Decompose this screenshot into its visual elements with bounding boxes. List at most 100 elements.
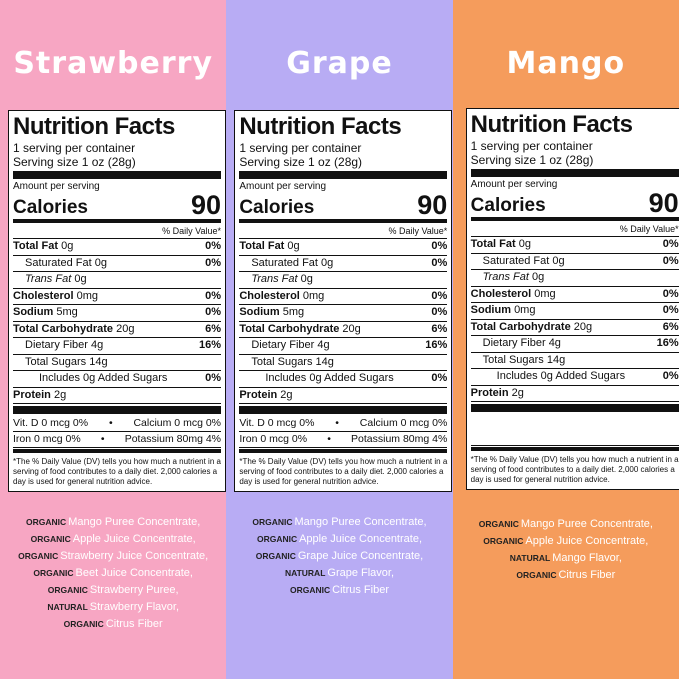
ingredient: ORGANIC Strawberry Juice Concentrate, — [0, 548, 226, 565]
dv-header: % Daily Value* — [470, 222, 679, 237]
vitamin: Iron 0 mcg 0% — [13, 433, 81, 445]
label-title: Nutrition Facts — [13, 113, 175, 140]
rule — [13, 219, 221, 223]
ingredient: NATURAL Mango Flavor, — [453, 550, 679, 567]
nutrient-row: Total Sugars 14g — [239, 355, 448, 371]
flavor-title: Mango — [506, 46, 626, 81]
nutrient: Total Fat 0g — [13, 239, 73, 255]
nutrient-amount: 0mg — [514, 304, 536, 316]
nutrient: Total Sugars 14g — [471, 353, 566, 369]
nutrient-amount: 20g — [116, 322, 135, 335]
nutrient-amount: 2g — [511, 386, 524, 399]
rule — [13, 406, 221, 414]
separator: • — [108, 417, 113, 429]
rule — [470, 447, 679, 451]
nutrient-name: Saturated Fat — [25, 256, 92, 269]
nutrient: Protein 2g — [471, 386, 524, 402]
rule — [239, 406, 448, 414]
nutrient-row: Total Carbohydrate 20g 6% — [470, 320, 679, 336]
nutrient-name: Protein — [470, 386, 509, 399]
flavor-title: Grape — [286, 46, 393, 81]
ingredient-qualifier: ORGANIC — [18, 551, 59, 561]
nutrient-name: Trans Fat — [251, 273, 298, 285]
nutrition-label: Nutrition Facts 1 serving per container Se… — [8, 110, 226, 492]
nutrient-amount: 14g — [315, 355, 334, 368]
nutrient-row: Dietary Fiber 4g 16% — [470, 336, 679, 353]
nutrient: Cholesterol 0mg — [239, 289, 324, 305]
rule — [13, 449, 221, 453]
calories-label: Calories — [239, 197, 315, 218]
ingredient-name: Strawberry Flavor, — [89, 601, 180, 613]
nutrient-row: Trans Fat 0g — [13, 272, 221, 289]
nutrient-name: Dietary Fiber — [25, 339, 88, 351]
nutrient-amount: 0g — [552, 254, 565, 267]
nutrient-row: Saturated Fat 0g 0% — [239, 256, 448, 272]
daily-value: 0% — [662, 370, 679, 382]
ingredient-name: Grape Flavor, — [327, 567, 395, 579]
ingredient-name: Mango Puree Concentrate, — [520, 518, 653, 530]
ingredient-qualifier: ORGANIC — [33, 568, 74, 578]
nutrient: Dietary Fiber 4g — [13, 338, 103, 354]
daily-value: 0% — [205, 289, 221, 302]
nutrient: Cholesterol 0mg — [471, 287, 556, 303]
vitamin: Vit. D 0 mcg 0% — [239, 417, 315, 429]
nutrient-row: Sodium 0mg 0% — [470, 303, 679, 320]
separator: • — [100, 433, 105, 445]
nutrient-amount: 0g — [531, 271, 545, 283]
nutrient-row: Trans Fat 0g — [470, 270, 679, 287]
ingredient-name: Mango Puree Concentrate, — [294, 516, 427, 528]
rule — [470, 169, 679, 177]
ingredient: ORGANIC Citrus Fiber — [226, 582, 452, 599]
daily-value: 6% — [662, 320, 679, 333]
ingredient: ORGANIC Beet Juice Concentrate, — [0, 565, 226, 582]
vitamin-row: Vit. D 0 mcg 0% • Calcium 0 mcg 0% — [239, 416, 448, 432]
calories-row: Calories 90 — [13, 192, 221, 219]
amount-per-serving: Amount per serving — [13, 181, 100, 192]
daily-value: 0% — [431, 306, 448, 318]
nutrient-row: Sodium 5mg 0% — [13, 305, 221, 322]
rule — [13, 171, 221, 179]
daily-value: 0% — [662, 238, 679, 250]
nutrient-name: Total Fat — [470, 238, 516, 250]
ingredient-name: Apple Juice Concentrate, — [525, 535, 649, 547]
nutrient-row: Sodium 5mg 0% — [239, 305, 448, 322]
rule — [239, 171, 448, 179]
nutrient: Total Carbohydrate 20g — [471, 320, 592, 336]
nutrient: Dietary Fiber 4g — [471, 336, 561, 352]
vitamin-row: Iron 0 mcg 0% • Potassium 80mg 4% — [239, 432, 448, 448]
nutrient: Total Carbohydrate 20g — [13, 322, 134, 338]
nutrient-row: Saturated Fat 0g 0% — [470, 254, 679, 270]
nutrient-amount: 2g — [280, 388, 293, 401]
daily-value: 0% — [205, 372, 221, 384]
nutrient-amount: 0g — [94, 256, 107, 269]
nutrient: Includes 0g Added Sugars — [13, 371, 167, 387]
nutrient-amount: 5mg — [282, 306, 305, 318]
nutrient-name: Protein — [13, 388, 51, 401]
daily-value: 0% — [431, 256, 448, 269]
ingredient-name: Citrus Fiber — [105, 618, 163, 630]
calories-label: Calories — [13, 197, 88, 218]
nutrient-name: Includes 0g Added Sugars — [265, 372, 394, 384]
nutrient-name: Trans Fat — [482, 271, 529, 283]
rule — [239, 219, 448, 223]
nutrient: Protein 2g — [239, 388, 292, 404]
daily-value: 0% — [662, 287, 679, 300]
nutrient-name: Total Carbohydrate — [239, 322, 340, 335]
nutrient-name: Dietary Fiber — [482, 337, 546, 349]
ingredient-name: Mango Flavor, — [552, 552, 622, 564]
ingredient-name: Beet Juice Concentrate, — [75, 567, 193, 579]
nutrient-name: Sodium — [470, 304, 511, 316]
ingredient-qualifier: NATURAL — [47, 602, 88, 612]
ingredient: ORGANIC Mango Puree Concentrate, — [226, 514, 452, 531]
nutrient: Total Sugars 14g — [13, 355, 108, 371]
serving-size: Serving size 1 oz (28g) — [13, 155, 136, 169]
ingredient-qualifier: ORGANIC — [47, 585, 88, 595]
footnote: *The % Daily Value (DV) tells you how mu… — [13, 457, 221, 486]
footnote: *The % Daily Value (DV) tells you how mu… — [239, 457, 448, 486]
nutrient: Total Sugars 14g — [239, 355, 334, 371]
nutrient-amount: 0g — [74, 273, 87, 285]
daily-value: 0% — [431, 372, 448, 384]
nutrient-row: Total Carbohydrate 20g 6% — [13, 322, 221, 338]
ingredient: ORGANIC Grape Juice Concentrate, — [226, 548, 452, 565]
